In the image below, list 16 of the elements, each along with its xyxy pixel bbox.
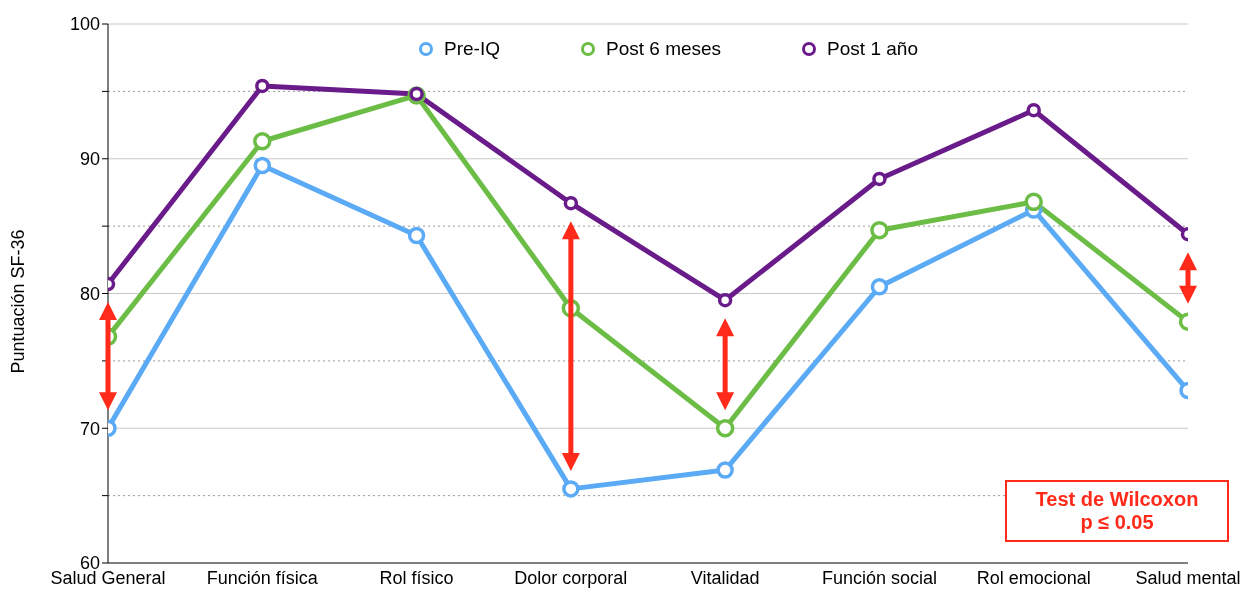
y-tick-label: 100 [69,14,100,35]
legend-label: Post 1 año [826,38,918,60]
x-tick-label: Función social [821,567,937,588]
x-tick-label: Salud mental [1135,567,1241,588]
y-tick-label: 80 [79,283,100,304]
x-tick-label: Rol emocional [976,567,1091,588]
y-tick-label: 70 [79,418,100,439]
x-tick-label: Rol físico [379,567,454,588]
x-tick-label: Dolor corporal [514,567,628,588]
annotation: Test de Wilcoxon p ≤ 0.05 [1005,480,1229,542]
legend-label: Pre-IQ [443,38,500,60]
x-tick-label: Función física [206,567,319,588]
y-axis-title: Puntuación SF-36 [8,229,29,374]
y-tick-label: 90 [79,149,100,170]
legend-label: Post 6 meses [605,38,722,60]
x-tick-label: Vitalidad [690,567,760,588]
